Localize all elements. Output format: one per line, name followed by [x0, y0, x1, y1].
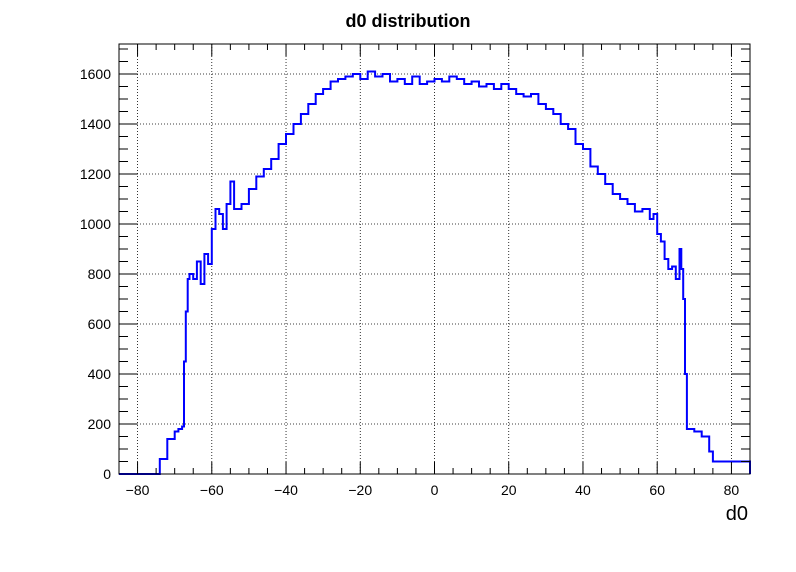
tick-layer — [118, 44, 751, 475]
x-tick-label: 60 — [649, 482, 665, 498]
y-tick-label: 1400 — [80, 116, 111, 132]
x-tick-label: −60 — [200, 482, 224, 498]
x-tick-label: −20 — [348, 482, 372, 498]
y-tick-label: 800 — [88, 266, 112, 282]
x-tick-label: 0 — [431, 482, 439, 498]
tick-label-layer: −80 −60 −40 −20 0 20 40 60 800200400600800100012… — [80, 66, 740, 498]
y-tick-label: 200 — [88, 416, 112, 432]
x-tick-label: 80 — [724, 482, 740, 498]
y-tick-label: 1200 — [80, 166, 111, 182]
x-tick-label: −40 — [274, 482, 298, 498]
y-tick-label: 1000 — [80, 216, 111, 232]
y-tick-label: 600 — [88, 316, 112, 332]
chart-title: d0 distribution — [346, 11, 471, 31]
grid-layer — [119, 44, 750, 474]
x-axis-title: d0 — [726, 503, 748, 525]
y-tick-label: 400 — [88, 366, 112, 382]
x-tick-label: 40 — [575, 482, 591, 498]
y-tick-label: 1600 — [80, 66, 111, 82]
x-tick-label: 20 — [501, 482, 517, 498]
y-tick-label: 0 — [103, 466, 111, 482]
histogram-series-line — [119, 70, 751, 475]
x-tick-label: −80 — [126, 482, 150, 498]
series-layer — [119, 70, 751, 475]
